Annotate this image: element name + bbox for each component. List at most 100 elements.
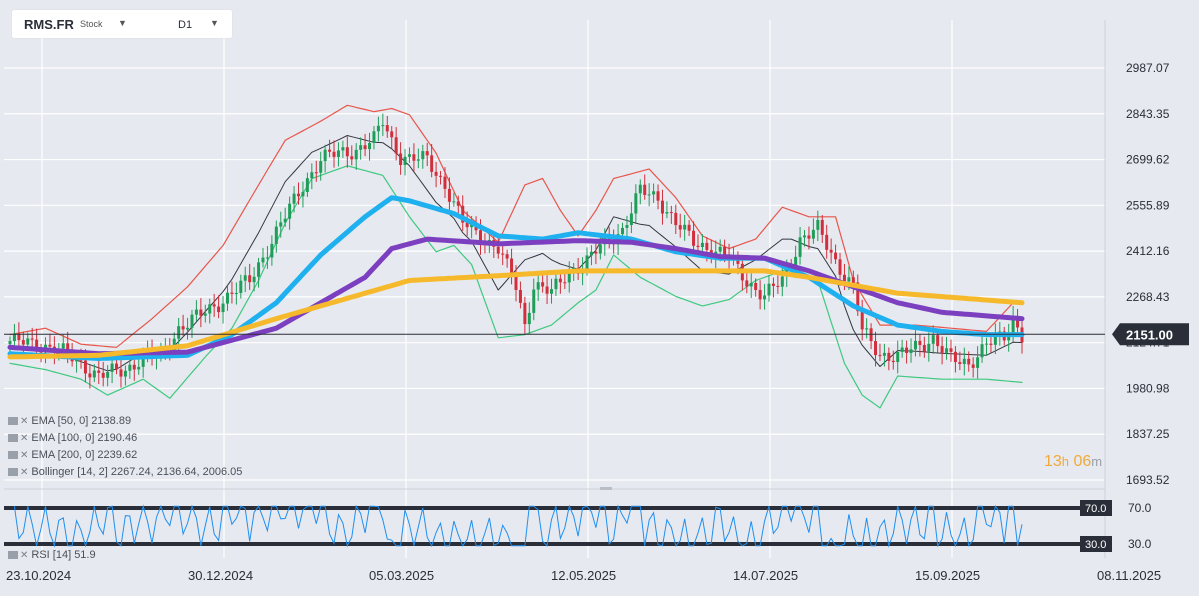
candle-body [820,219,824,235]
candle-body [234,292,238,294]
close-icon[interactable]: ✕ [20,467,29,478]
chevron-down-icon[interactable]: ▼ [210,18,219,28]
candle-body [132,364,136,370]
legend-ema-100-label: EMA [100, 0] 2190.46 [31,432,138,444]
candle-body [909,349,913,354]
candle-body [368,142,372,150]
settings-icon[interactable] [8,468,18,476]
candle-body [390,131,394,138]
date-tick-label: 14.07.2025 [733,568,798,583]
candle-body [838,259,842,275]
candle-body [518,289,522,303]
candle-body [301,191,305,197]
candle-body [310,172,314,179]
close-icon[interactable]: ✕ [20,450,29,461]
close-icon[interactable]: ✕ [20,416,29,427]
chevron-down-icon[interactable]: ▼ [118,18,127,28]
candle-body [35,339,39,352]
candle-body [279,222,283,227]
candle-body [376,125,380,132]
candle-body [656,191,660,201]
legend-ema-100[interactable]: ✕ EMA [100, 0] 2190.46 [8,432,137,444]
price-tick-label: 2412.16 [1126,244,1170,258]
candle-body [758,289,762,300]
settings-icon[interactable] [8,417,18,425]
candle-body [851,277,855,283]
candle-body [61,343,65,349]
candle-body [683,224,687,230]
legend-rsi[interactable]: ✕ RSI [14] 51.9 [8,549,96,561]
candle-body [629,213,633,226]
candle-body [12,333,16,341]
candle-body [208,304,212,314]
candle-body [554,278,558,290]
symbol-name[interactable]: RMS.FR [24,17,74,32]
candle-body [634,193,638,214]
close-icon[interactable]: ✕ [20,550,29,561]
symbol-selector[interactable]: RMS.FR Stock ▼ D1 ▼ [12,10,232,38]
candle-body [700,242,704,248]
candle-body [123,370,127,377]
candle-body [589,251,593,256]
countdown-minutes: 06 [1073,453,1092,470]
candle-body [332,151,336,157]
candle-body [478,230,482,244]
candle-body [447,188,451,202]
candle-body [705,242,709,251]
candle-body [403,156,407,166]
candle-body [625,225,629,228]
candle-body [874,341,878,356]
candle-body [341,147,345,151]
candle-body [900,347,904,352]
timeframe-selector[interactable]: D1 [178,19,193,31]
candle-body [794,256,798,267]
candle-body [385,125,389,132]
candle-body [26,338,30,345]
candle-body [536,282,540,290]
candle-body [842,274,846,282]
candle-body [283,218,287,223]
current-price-label: 2151.00 [1126,327,1173,342]
candle-body [203,313,207,316]
candle-body [847,277,851,282]
candle-body [270,243,274,258]
candle-body [1016,317,1020,328]
legend-bollinger[interactable]: ✕ Bollinger [14, 2] 2267.24, 2136.64, 200… [8,466,242,478]
candle-body [825,234,829,250]
close-icon[interactable]: ✕ [20,433,29,444]
candle-body [17,333,21,341]
candle-body [745,280,749,287]
candle-body [687,224,691,231]
candle-body [336,150,340,157]
candle-body [292,193,296,204]
candle-body [8,340,12,345]
candle-body [652,191,656,195]
candle-body [305,178,309,192]
candle-body [239,280,243,293]
candle-body [328,149,332,152]
settings-icon[interactable] [8,434,18,442]
candle-body [225,292,229,304]
candle-body [660,200,664,214]
candle-body [439,175,443,177]
legend-ema-200[interactable]: ✕ EMA [200, 0] 2239.62 [8,449,137,461]
candle-body [48,344,52,347]
candle-body [381,125,385,127]
settings-icon[interactable] [8,551,18,559]
candle-body [199,309,203,316]
candle-body [248,275,252,283]
symbol-type: Stock [80,19,103,29]
candle-body [865,328,869,330]
candle-body [217,306,221,313]
legend-ema-50-label: EMA [50, 0] 2138.89 [31,415,132,427]
legend-ema-50[interactable]: ✕ EMA [50, 0] 2138.89 [8,415,131,427]
candle-body [771,283,775,286]
pane-resize-handle[interactable] [600,487,612,490]
candle-body [993,334,997,345]
candle-body [550,289,554,294]
candle-body [931,335,935,344]
candle-body [66,343,70,353]
settings-icon[interactable] [8,451,18,459]
candle-body [776,285,780,287]
